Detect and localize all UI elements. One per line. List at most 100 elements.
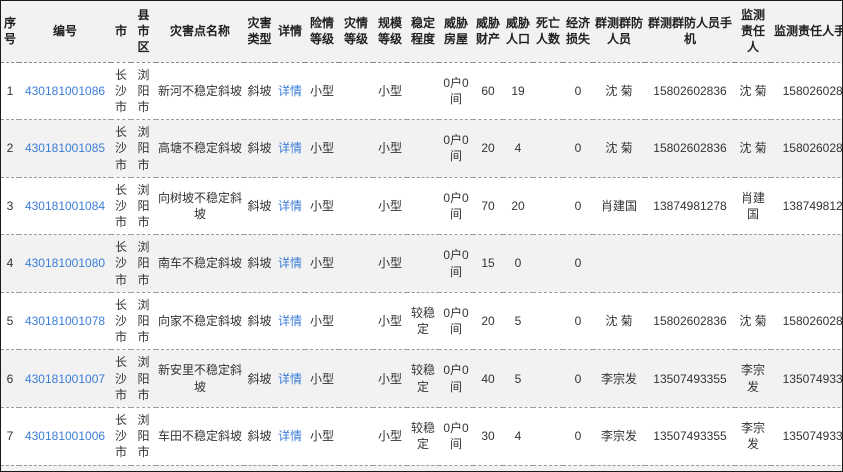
column-header-city[interactable]: 市 — [111, 1, 131, 63]
column-header-economic[interactable]: 经济损失 — [563, 1, 593, 63]
disaster-code-link[interactable]: 430181001080 — [24, 256, 106, 271]
column-header-responsible[interactable]: 监测责任人 — [735, 1, 771, 63]
column-header-monitor[interactable]: 群测群防人员 — [593, 1, 645, 63]
column-header-detail[interactable]: 详情 — [275, 1, 305, 63]
cell-city: 长沙市 — [114, 240, 127, 287]
cell-idx: 3 — [6, 198, 14, 213]
table-row[interactable]: 6 430181001007 长沙市 浏阳市 新安里不稳定斜坡 斜坡 详情 小型 小型 较稳定 0户… — [1, 349, 842, 408]
table-row[interactable]: 2 430181001085 长沙市 浏阳市 高塘不稳定斜坡 斜坡 详情 小型 小型 0户0间 20… — [1, 119, 842, 178]
cell-death — [533, 62, 563, 120]
cell-detail[interactable]: 详情 — [275, 235, 305, 293]
column-header-monitor_phone[interactable]: 群测群防人员手机 — [645, 1, 735, 63]
cell-idx: 2 — [6, 141, 14, 156]
disaster-code-link[interactable]: 430181001006 — [24, 429, 106, 444]
table-row[interactable]: 1 430181001086 长沙市 浏阳市 新河不稳定斜坡 斜坡 详情 小型 小型 0户0间 60… — [1, 62, 843, 120]
column-header-idx[interactable]: 序号 — [1, 1, 19, 63]
column-header-county[interactable]: 县市区 — [131, 1, 156, 63]
cell-stability: 较稳定 — [410, 363, 435, 394]
cell-city: 长沙市 — [114, 297, 127, 345]
disaster-code-link[interactable]: 430181001086 — [24, 83, 106, 98]
cell-code[interactable]: 430181001076 — [19, 465, 111, 471]
cell-risk: 小型 — [309, 429, 334, 444]
cell-property: 40 — [473, 465, 503, 471]
cell-house: 0户0间 — [443, 133, 469, 164]
cell-detail[interactable]: 详情 — [275, 465, 305, 471]
cell-detail[interactable]: 详情 — [275, 177, 305, 235]
cell-detail[interactable]: 详情 — [275, 62, 305, 120]
cell-type: 斜坡 — [247, 141, 272, 156]
column-header-population[interactable]: 威胁人口 — [503, 1, 533, 63]
cell-code[interactable]: 430181001084 — [19, 177, 111, 235]
cell-monitor: 沈 菊 — [605, 314, 633, 328]
column-header-code[interactable]: 编号 — [19, 1, 111, 63]
column-header-disaster[interactable]: 灾情等级 — [339, 1, 373, 63]
column-header-risk[interactable]: 险情等级 — [305, 1, 339, 63]
cell-responsible: 沈 菊 — [739, 314, 767, 328]
cell-responsible_phone: 1387498127 — [782, 198, 843, 213]
cell-death — [533, 235, 563, 293]
cell-responsible: 李宗发 — [740, 363, 765, 394]
column-header-type[interactable]: 灾害类型 — [244, 1, 275, 63]
cell-property: 40 — [481, 371, 495, 386]
cell-name: 车田不稳定斜坡 — [158, 429, 243, 444]
cell-disaster — [339, 465, 373, 471]
detail-link[interactable]: 详情 — [277, 314, 302, 328]
cell-name: 高塘不稳定斜坡 — [158, 141, 243, 156]
cell-code[interactable]: 430181001007 — [19, 350, 111, 408]
cell-detail[interactable]: 详情 — [275, 292, 305, 350]
cell-risk: 小型 — [305, 465, 339, 471]
cell-monitor_phone: 15802602836 — [653, 83, 727, 98]
column-header-property[interactable]: 威胁财产 — [473, 1, 503, 63]
cell-code[interactable]: 430181001086 — [19, 62, 111, 120]
cell-stability: 较稳定 — [410, 421, 435, 452]
cell-county: 浏阳市 — [137, 297, 150, 345]
cell-idx: 4 — [6, 256, 14, 271]
cell-disaster — [339, 120, 373, 178]
disaster-code-link[interactable]: 430181001084 — [24, 198, 106, 213]
detail-link[interactable]: 详情 — [277, 83, 302, 98]
cell-type: 斜坡 — [247, 256, 272, 271]
table-row[interactable]: 8430181001076长沙市浏阳市长泥岭不稳定斜坡斜坡详情小型小型较稳定0户… — [1, 465, 842, 471]
detail-link[interactable]: 详情 — [277, 198, 302, 213]
table-row[interactable]: 3 430181001084 长沙市 浏阳市 向树坡不稳定斜坡 斜坡 详情 小型 小型 0户0间 7… — [1, 177, 843, 235]
column-header-house[interactable]: 威胁房屋 — [439, 1, 473, 63]
cell-code[interactable]: 430181001006 — [19, 407, 111, 465]
disaster-code-link[interactable]: 430181001085 — [24, 141, 106, 156]
column-header-name[interactable]: 灾害点名称 — [156, 1, 244, 63]
cell-monitor: 李宗发 — [600, 429, 637, 444]
disaster-code-link[interactable]: 430181001078 — [24, 314, 106, 328]
cell-detail[interactable]: 详情 — [275, 407, 305, 465]
detail-link[interactable]: 详情 — [277, 256, 302, 271]
cell-scale: 小型 — [377, 141, 402, 156]
cell-code[interactable]: 430181001085 — [19, 120, 111, 178]
cell-disaster — [339, 292, 373, 350]
cell-disaster — [339, 407, 373, 465]
detail-link[interactable]: 详情 — [277, 429, 302, 444]
table-header: 序号 编号市县市区 灾害点名称 灾害类型 详情 险情等级 灾情等级 规模等级 稳定程度 威胁房屋威… — [1, 1, 842, 63]
cell-county: 浏阳市 — [137, 412, 150, 460]
table-row[interactable]: 7 430181001006 长沙市 浏阳市 车田不稳定斜坡 斜坡 详情 小型 小型 较稳定 0户0… — [1, 407, 842, 465]
cell-detail[interactable]: 详情 — [275, 120, 305, 178]
column-header-stability[interactable]: 稳定程度 — [407, 1, 439, 63]
detail-link[interactable]: 详情 — [277, 141, 302, 156]
column-header-responsible_phone[interactable]: 监测责任人手机 — [771, 1, 842, 63]
cell-code[interactable]: 430181001078 — [19, 292, 111, 350]
cell-type: 斜坡 — [247, 314, 272, 328]
table-row[interactable]: 4 430181001080 长沙市 浏阳市 南车不稳定斜坡 斜坡 详情 小型 小型 0户0间 15… — [1, 234, 842, 293]
cell-code[interactable]: 430181001080 — [19, 235, 111, 293]
cell-responsible_phone: 1580260283 — [782, 83, 843, 98]
cell-monitor_phone: 15802602836 — [653, 314, 727, 328]
cell-monitor_phone: 15802602836 — [653, 141, 727, 156]
cell-responsible_phone: 1580260283 — [782, 314, 843, 328]
cell-house: 0户0间 — [443, 248, 469, 279]
cell-scale: 小型 — [377, 314, 402, 328]
column-header-scale[interactable]: 规模等级 — [373, 1, 407, 63]
column-header-death[interactable]: 死亡人数 — [533, 1, 563, 63]
detail-link[interactable]: 详情 — [277, 371, 302, 386]
table-row[interactable]: 5 430181001078 长沙市 浏阳市 向家不稳定斜坡 斜坡 详情 小型 小型 较稳定 0户0… — [1, 292, 843, 350]
disaster-code-link[interactable]: 430181001007 — [24, 371, 106, 386]
cell-detail[interactable]: 详情 — [275, 350, 305, 408]
cell-death — [533, 120, 563, 178]
